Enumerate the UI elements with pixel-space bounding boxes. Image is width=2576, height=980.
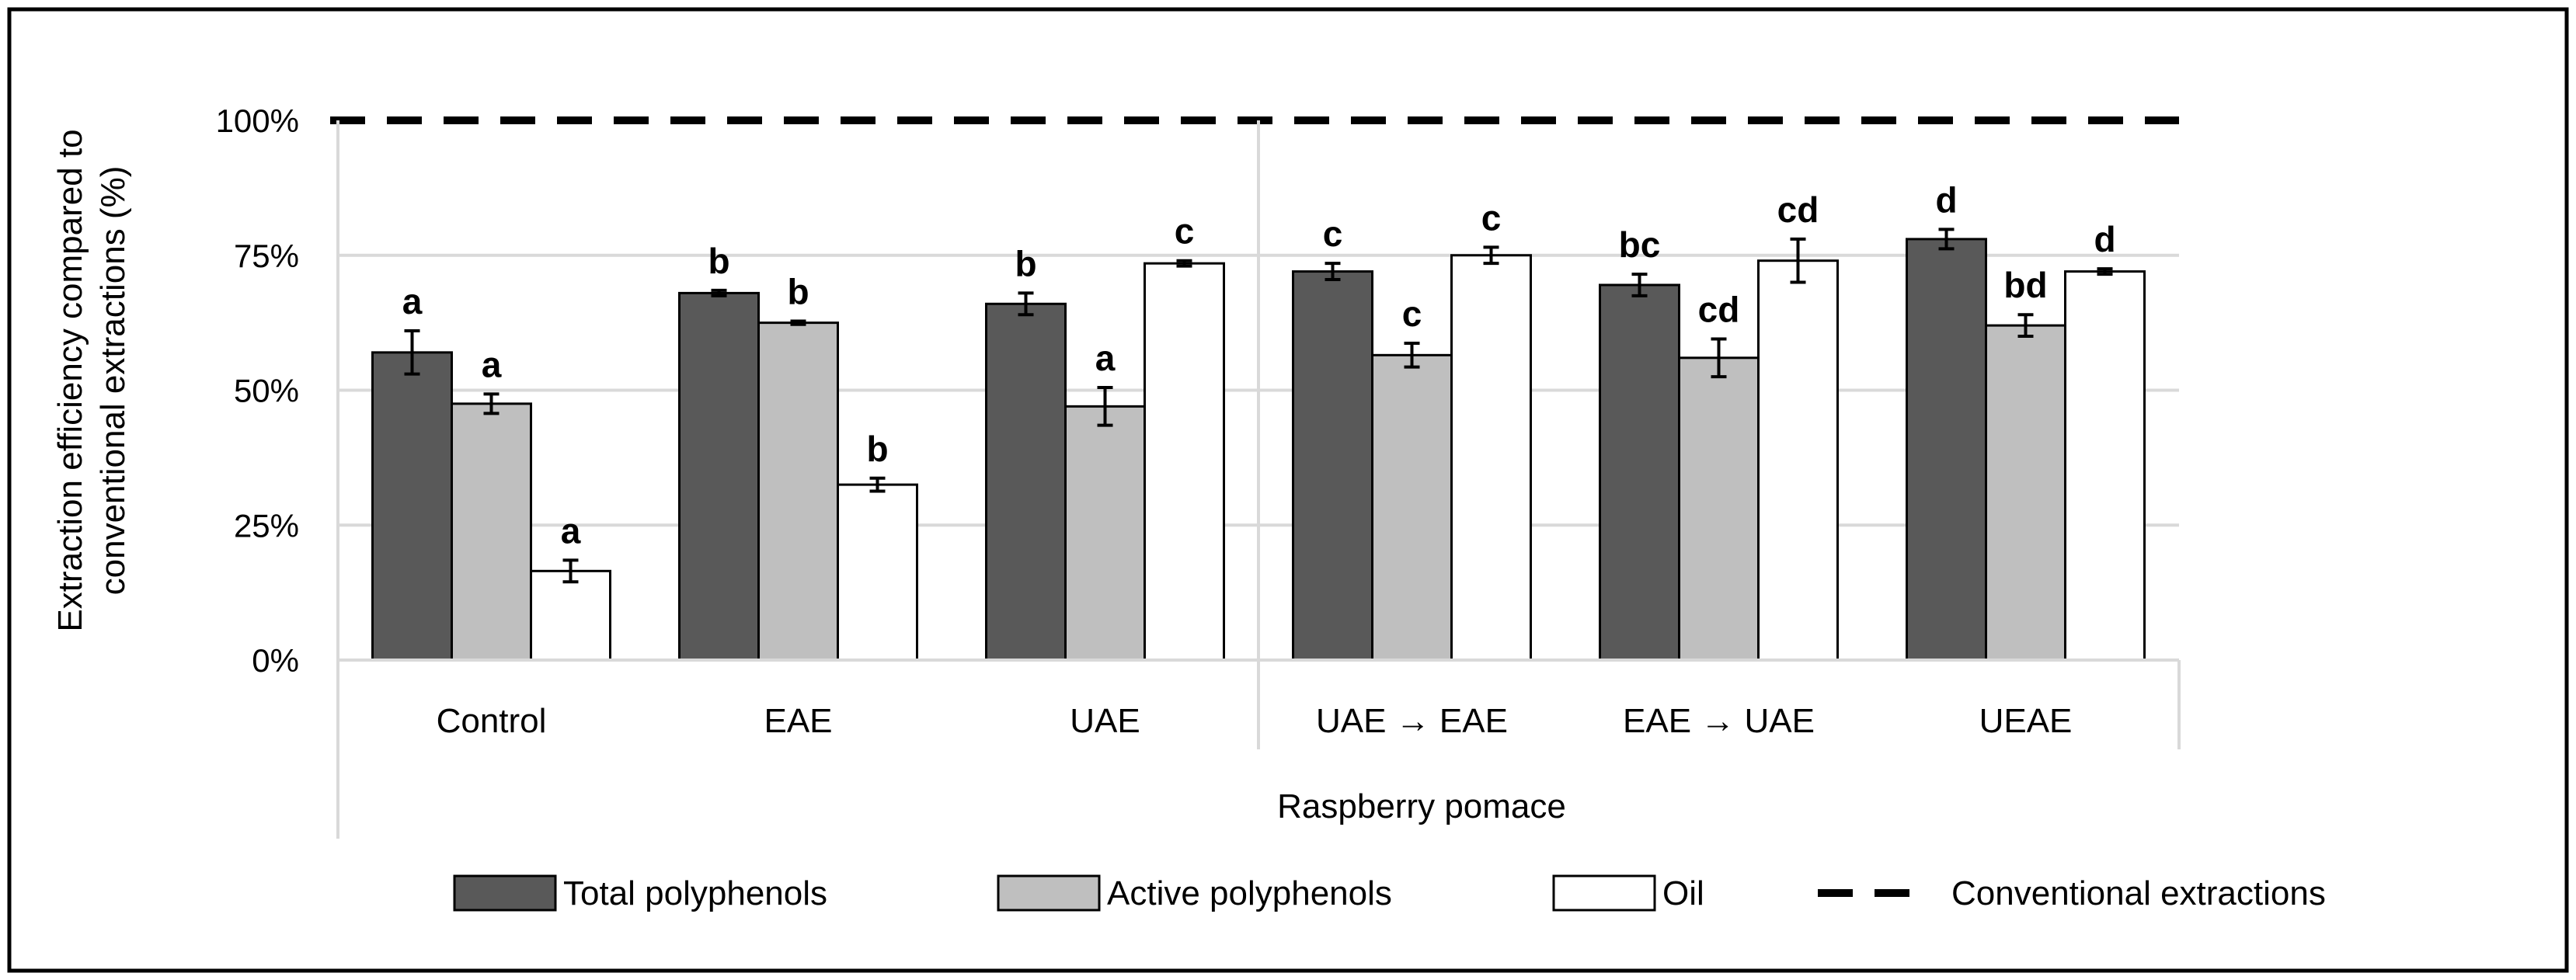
bar-oil-2 [1144,262,1225,662]
significance-letter-1-3: c [1402,294,1422,334]
y-tick-labels: 0% 25% 50% 75% 100% [216,103,299,679]
bar-active-polyphenols-0 [451,402,532,662]
bar-active-polyphenols-2 [1064,405,1146,662]
y-tick-label-100: 100% [216,103,299,139]
significance-letter-0-4: bc [1619,224,1661,265]
y-axis-title-line1: Extraction efficiency compared to [51,129,89,631]
legend-label-1: Active polyphenols [1107,874,1392,912]
y-tick-label-50: 50% [234,373,299,409]
category-label-2: UAE [1070,702,1140,740]
y-axis-title: Extraction efficiency compared to conven… [51,129,132,631]
category-label-5: UEAE [1979,702,2073,740]
significance-letter-0-2: b [1015,243,1036,283]
significance-letter-1-5: bd [2003,265,2047,305]
x-axis-title: Raspberry pomace [1277,787,1566,825]
legend-label-0: Total polyphenols [563,874,827,912]
category-labels: Control EAE UAE UAE → EAE EAE → UAE UEAE [437,702,2073,740]
legend-swatch-0 [453,874,557,912]
legend: Total polyphenols Active polyphenols Oil Co… [453,874,2326,912]
bar-oil-5 [2064,270,2146,662]
legend-swatch-2 [1552,874,1656,912]
y-tick-label-75: 75% [234,238,299,274]
legend-swatch-1 [997,874,1101,912]
bars [371,238,2146,662]
category-label-4: EAE → UAE [1623,702,1815,740]
category-label-1: EAE [764,702,832,740]
significance-letter-2-5: d [2094,219,2115,259]
error-bars [404,228,2113,584]
y-axis-title-line2: conventional extractions (%) [94,166,132,596]
significance-letter-0-5: d [1935,179,1957,220]
bar-total-polyphenols-4 [1599,283,1680,662]
significance-letter-2-3: c [1481,197,1502,238]
significance-letter-1-2: a [1095,338,1116,378]
bar-oil-1 [837,483,918,662]
bar-oil-4 [1757,259,1839,662]
bar-active-polyphenols-4 [1678,356,1760,662]
legend-label-2: Oil [1662,874,1704,912]
axes [336,120,2181,839]
legend-label-3: Conventional extractions [1951,874,2326,912]
significance-letter-0-3: c [1323,214,1343,254]
significance-letter-1-1: b [787,272,809,312]
significance-letter-2-0: a [561,510,581,551]
significance-letter-0-1: b [708,241,729,281]
bar-active-polyphenols-5 [1985,324,2066,662]
bar-active-polyphenols-3 [1371,353,1453,662]
bar-total-polyphenols-5 [1906,238,1987,662]
bar-total-polyphenols-2 [985,302,1067,662]
significance-letter-2-4: cd [1777,189,1819,230]
bar-total-polyphenols-0 [371,351,453,662]
bar-oil-3 [1450,254,1532,662]
y-tick-label-25: 25% [234,507,299,544]
bar-active-polyphenols-1 [757,321,839,662]
bar-total-polyphenols-3 [1292,270,1373,662]
significance-letter-0-0: a [402,281,423,321]
bar-total-polyphenols-1 [678,291,760,662]
significance-letter-1-0: a [482,344,502,384]
category-label-0: Control [437,702,547,740]
y-tick-label-0: 0% [252,642,299,679]
significance-letter-1-4: cd [1698,289,1740,329]
significance-letter-2-1: b [866,429,888,469]
bar-oil-0 [530,569,611,662]
significance-letter-2-2: c [1175,211,1195,252]
category-label-3: UAE → EAE [1316,702,1508,740]
